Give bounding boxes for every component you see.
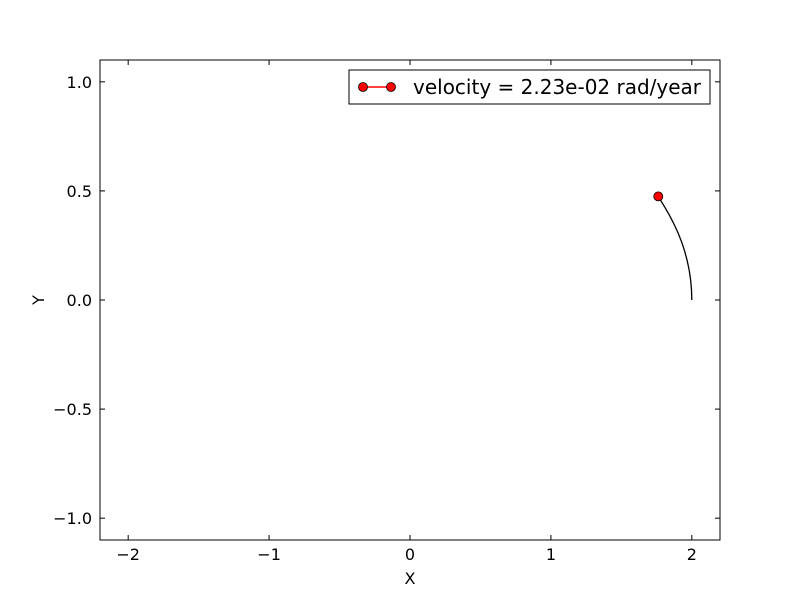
plot-content bbox=[653, 191, 693, 301]
x-tick-label: −2 bbox=[116, 545, 140, 564]
x-tick-label: 1 bbox=[546, 545, 556, 564]
legend-marker bbox=[358, 82, 368, 92]
x-tick-label: 2 bbox=[687, 545, 697, 564]
y-tick-label: 0.0 bbox=[67, 291, 92, 310]
y-tick-label: −1.0 bbox=[53, 509, 92, 528]
x-tick-label: 0 bbox=[405, 545, 415, 564]
axes-frame bbox=[99, 59, 721, 541]
x-axis-label: X bbox=[405, 569, 416, 588]
planet-marker bbox=[653, 191, 664, 202]
legend-marker bbox=[386, 82, 396, 92]
legend-box bbox=[348, 69, 711, 105]
y-axis-label: Y bbox=[29, 295, 48, 306]
y-tick-label: 1.0 bbox=[67, 73, 92, 92]
ticks: −2 −1 0 1 2 −1.0 −0.5 0.0 0.5 1.0 bbox=[53, 60, 720, 564]
legend: velocity = 2.23e-02 rad/year bbox=[348, 69, 711, 105]
legend-label: velocity = 2.23e-02 rad/year bbox=[413, 75, 702, 99]
y-tick-label: 0.5 bbox=[67, 182, 92, 201]
y-tick-label: −0.5 bbox=[53, 400, 92, 419]
orbit-trail-line bbox=[657, 196, 693, 301]
x-tick-label: −1 bbox=[257, 545, 281, 564]
